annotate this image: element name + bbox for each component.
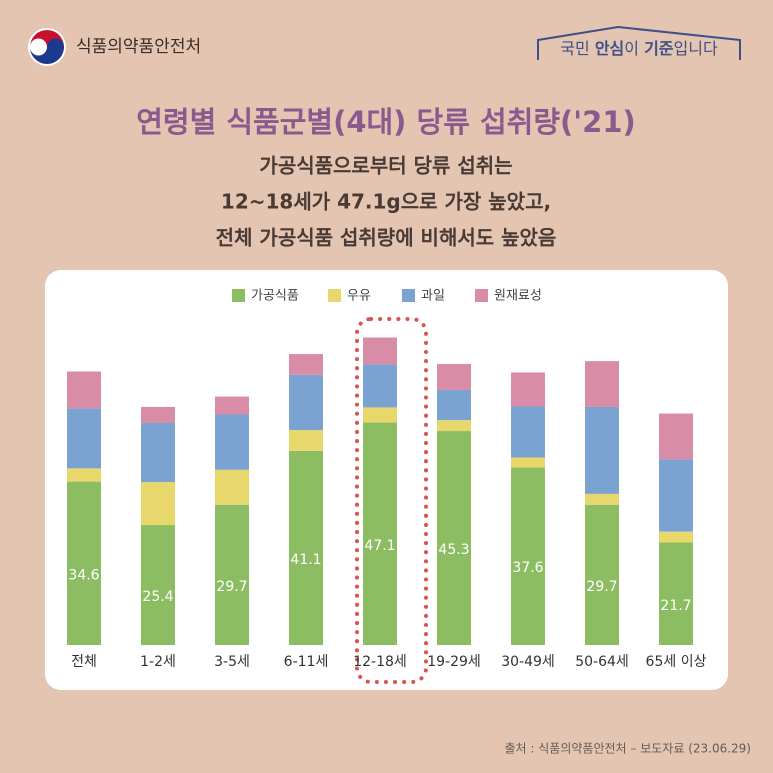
chart-title: 연령별 식품군별(4대) 당류 섭취량('21) xyxy=(136,105,636,139)
bar-segment xyxy=(141,406,175,424)
x-tick-label: 12-18세 xyxy=(353,654,407,670)
x-tick-label: 19-29세 xyxy=(427,654,481,670)
subtitle: 전체 가공식품 섭취량에 비해서도 높았음 xyxy=(216,226,557,250)
bar-segment xyxy=(437,420,471,432)
slogan-part: 기준 xyxy=(644,39,674,58)
bar-segment xyxy=(659,531,693,543)
bar-segment xyxy=(215,469,249,505)
logo-text: 식품의약품안전처 xyxy=(76,37,201,57)
slogan-part: 국민 xyxy=(560,39,595,58)
x-tick-label: 30-49세 xyxy=(501,654,555,670)
bar-segment xyxy=(585,361,619,407)
data-label: 21.7 xyxy=(660,598,691,614)
legend-swatch xyxy=(475,289,488,302)
bar-segment xyxy=(215,504,249,645)
bar-segment xyxy=(363,407,397,423)
bar-segment xyxy=(437,431,471,645)
x-tick-label: 1-2세 xyxy=(140,654,176,670)
bar-segment xyxy=(659,542,693,645)
bar-segment xyxy=(511,406,545,458)
bar-segment xyxy=(67,481,101,645)
bar-segment xyxy=(585,406,619,494)
bar-segment xyxy=(215,396,249,415)
bar-segment xyxy=(437,363,471,390)
bar-segment xyxy=(141,525,175,645)
legend-label: 과일 xyxy=(421,289,445,304)
data-label: 47.1 xyxy=(364,538,395,554)
legend-label: 가공식품 xyxy=(251,289,299,304)
bar-segment xyxy=(67,371,101,409)
bar-segment xyxy=(585,493,619,505)
logo-emblem xyxy=(28,28,66,66)
data-label: 25.4 xyxy=(142,589,173,605)
source: 출처 : 식품의약품안전처 – 보도자료 (23.06.29) xyxy=(505,741,751,756)
slogan: 국민 안심이 기준입니다 xyxy=(560,39,718,58)
bar-segment xyxy=(363,337,397,365)
data-label: 45.3 xyxy=(438,542,469,558)
x-tick-label: 50-64세 xyxy=(575,654,629,670)
bar-segment xyxy=(289,354,323,375)
data-label: 41.1 xyxy=(290,552,321,568)
bar-segment xyxy=(585,504,619,645)
bar-segment xyxy=(659,413,693,460)
legend-swatch xyxy=(232,289,245,302)
slogan-part: 입니다 xyxy=(674,39,718,58)
data-label: 37.6 xyxy=(512,560,543,576)
bar-segment xyxy=(363,364,397,408)
subtitle: 가공식품으로부터 당류 섭취는 xyxy=(259,154,512,178)
bar-segment xyxy=(363,422,397,645)
data-label: 29.7 xyxy=(586,579,617,595)
data-label: 29.7 xyxy=(216,579,247,595)
subtitle: 12~18세가 47.1g으로 가장 높았고, xyxy=(221,190,551,214)
plot: 가공식품 우유 과일 원재료성 34.6 전체 25.4 1-2세 29.7 3-5세 41.1 6-… xyxy=(67,289,707,670)
data-label: 34.6 xyxy=(68,567,99,583)
slogan-part: 안심 xyxy=(595,39,624,58)
bar-segment xyxy=(141,423,175,483)
slogan-part: 이 xyxy=(624,39,644,58)
x-tick-label: 전체 xyxy=(71,654,97,670)
slogan-roof xyxy=(537,25,741,60)
legend-swatch xyxy=(402,289,415,302)
bar-segment xyxy=(511,467,545,645)
x-tick-label: 3-5세 xyxy=(214,654,250,670)
bar-segment xyxy=(67,468,101,482)
x-tick-label: 6-11세 xyxy=(284,654,329,670)
bar-segment xyxy=(659,459,693,532)
bar-segment xyxy=(437,389,471,421)
bar-segment xyxy=(289,430,323,451)
bar-segment xyxy=(289,450,323,645)
bar-segment xyxy=(215,414,249,470)
bar-segment xyxy=(67,408,101,469)
legend-swatch xyxy=(328,289,341,302)
bar-segment xyxy=(289,374,323,431)
legend-label: 우유 xyxy=(347,289,371,304)
legend-label: 원재료성 xyxy=(494,289,542,304)
x-tick-label: 65세 이상 xyxy=(646,654,707,670)
bar-segment xyxy=(141,482,175,526)
bar-segment xyxy=(511,457,545,468)
bar-segment xyxy=(511,372,545,407)
